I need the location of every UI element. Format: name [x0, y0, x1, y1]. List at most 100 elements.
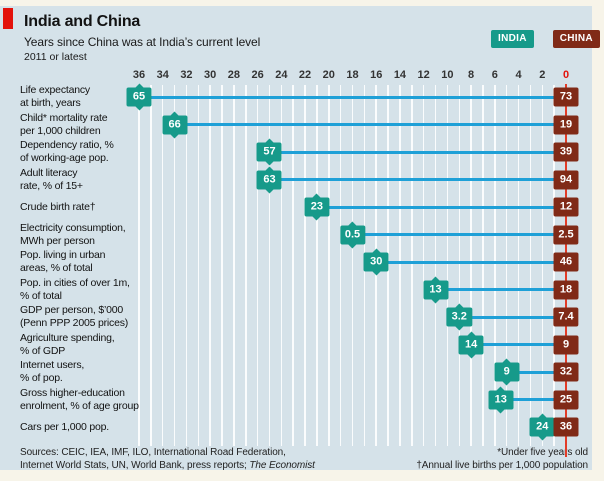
gridline	[292, 85, 294, 446]
axis-tick-6: 6	[491, 69, 498, 81]
axis-tick-18: 18	[346, 69, 359, 81]
china-value-box: 25	[553, 390, 579, 409]
gridline	[304, 85, 306, 446]
row-label: Crude birth rate†	[20, 193, 152, 221]
gridline	[138, 85, 140, 446]
row-label-line: Crude birth rate†	[20, 200, 96, 213]
row-label-line: GDP per person, $’000	[20, 304, 124, 316]
india-china-connector	[174, 123, 566, 126]
axis-tick-24: 24	[275, 69, 288, 81]
gridline	[517, 85, 520, 446]
india-china-connector	[269, 150, 566, 154]
row-label-line: Cars per 1,000 pop.	[20, 420, 110, 433]
row-label-line: Life expectancy	[20, 84, 90, 96]
chart-subtitle: Years since China was at India’s current…	[24, 35, 261, 49]
gridline	[351, 85, 354, 446]
india-china-connector	[459, 315, 566, 319]
india-china-connector	[500, 398, 566, 401]
row-label: Electricity consumption, MWh per person	[20, 221, 152, 249]
axis-tick-36: 36	[132, 69, 146, 81]
gridline	[185, 85, 188, 446]
india-value-box: 3.2	[446, 303, 472, 331]
footnote-asterisk: *Under five years old	[497, 447, 588, 458]
china-value-box: 73	[553, 87, 579, 107]
row-label-line: enrolment, % of age group	[20, 399, 139, 412]
india-value-box: 66	[162, 111, 188, 138]
row-label-line: per 1,000 children	[20, 124, 101, 137]
china-value-box: 36	[553, 417, 579, 437]
china-value-box: 9	[553, 335, 579, 354]
india-value-box: 14	[458, 331, 484, 358]
row-label-line: % of GDP	[20, 344, 66, 357]
sources-line-2: Internet World Stats, UN, World Bank, pr…	[20, 460, 250, 471]
india-value-box: 63	[256, 166, 282, 193]
gridline	[150, 85, 152, 446]
gridline	[280, 85, 283, 446]
china-value-box: 46	[553, 252, 579, 272]
india-china-connector	[316, 205, 566, 209]
axis-tick-14: 14	[393, 69, 407, 81]
footnote-dagger: †Annual live births per 1,000 population	[416, 460, 588, 471]
gridline	[245, 85, 247, 446]
gridline	[268, 85, 271, 446]
india-value-box: 65	[126, 83, 152, 111]
gridline	[209, 85, 211, 446]
india-china-connector	[376, 260, 566, 264]
gridline	[399, 85, 401, 446]
row-label: Agriculture spending,% of GDP	[20, 331, 152, 359]
gridline	[470, 85, 472, 446]
row-label-line: Pop. living in urban	[20, 249, 106, 261]
sources-line-1: Sources: CEIC, IEA, IMF, ILO, Internatio…	[20, 447, 286, 458]
india-value-box: 13	[488, 386, 514, 413]
chart-title: India and China	[24, 13, 141, 30]
china-value-box: 2.5	[553, 225, 579, 244]
axis-tick-12: 12	[417, 69, 430, 81]
gridline	[197, 85, 200, 446]
row-label-line: Pop. in cities of over 1m,	[20, 276, 130, 289]
gridline	[316, 85, 318, 446]
gridline	[482, 85, 484, 446]
legend-key-india: INDIA	[491, 30, 534, 48]
axis-tick-8: 8	[468, 69, 475, 81]
axis-tick-22: 22	[298, 69, 312, 81]
row-label-line: Gross higher-education	[20, 386, 125, 399]
india-value-box: 30	[363, 248, 389, 276]
row-label-line: at birth, years	[20, 97, 81, 109]
row-label: Gross higher-education enrolment, % of ag…	[20, 386, 152, 414]
gridline	[233, 85, 235, 446]
row-label-line: (Penn PPP 2005 prices)	[20, 317, 129, 329]
china-value-box: 39	[553, 142, 579, 162]
gridline	[541, 85, 544, 446]
axis-tick-28: 28	[227, 69, 241, 81]
india-china-connector	[471, 343, 566, 346]
gridline	[173, 85, 176, 446]
axis-tick-26: 26	[251, 69, 264, 81]
row-label-line: Adult literacy	[20, 166, 78, 179]
india-value-box: 0.5	[339, 221, 366, 248]
axis-tick-0: 0	[562, 69, 570, 81]
legend: INDIA CHINA	[491, 30, 600, 48]
economist-red-tab	[3, 8, 13, 29]
row-label-line: Dependency ratio, %	[20, 139, 114, 151]
row-label: Child* mortality rate per 1,000 children	[20, 111, 152, 139]
india-china-connector	[506, 370, 566, 374]
india-value-box: 57	[256, 138, 282, 166]
gridline	[505, 85, 508, 446]
india-china-connector	[139, 95, 566, 99]
legend-key-china: CHINA	[552, 30, 600, 48]
gridline	[256, 85, 259, 446]
row-label: Adult literacy rate, % of 15+	[20, 166, 152, 194]
india-china-connector	[435, 288, 566, 291]
china-value-box: 94	[553, 170, 579, 189]
row-label-line: Electricity consumption,	[20, 221, 126, 234]
axis-tick-2: 2	[539, 69, 546, 81]
gridline	[529, 85, 532, 446]
gridline	[422, 85, 425, 446]
india-china-connector	[352, 233, 566, 236]
chart-date-note: 2011 or latest	[24, 51, 87, 63]
row-label: GDP per person, $’000 (Penn PPP 2005 pric…	[20, 303, 152, 331]
row-label-line: of working-age pop.	[20, 152, 109, 164]
row-label-line: Internet users,	[20, 359, 85, 371]
row-label: Pop. living in urban areas, % of total	[20, 248, 152, 276]
